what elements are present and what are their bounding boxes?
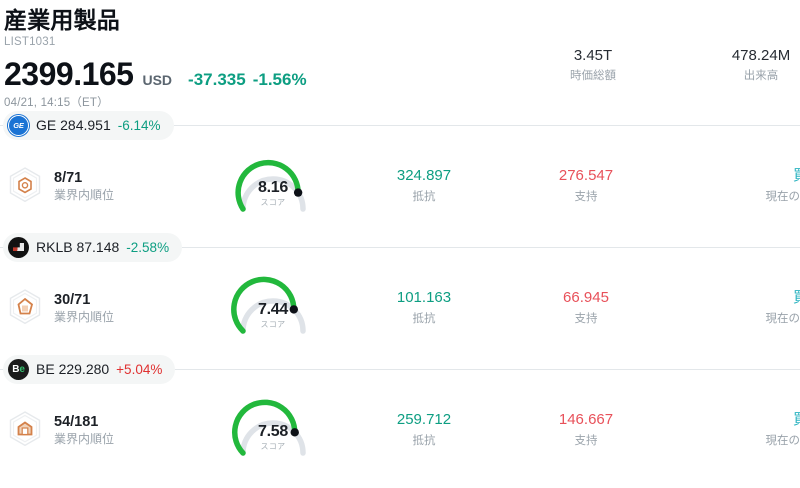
industry-rank-badge-icon	[6, 165, 44, 207]
index-price: 2399.165	[4, 56, 134, 92]
stat-market-cap: 3.45T 時価総額	[554, 46, 632, 85]
industry-rank-text: 30/71 業界内順位	[54, 291, 114, 325]
rating-value[interactable]: 買い	[673, 166, 800, 186]
resistance-value: 259.712	[396, 411, 452, 428]
rating-stat[interactable]: 買い現在の評価	[673, 410, 800, 450]
support-stat: 66.945 支持	[511, 288, 661, 328]
quote-timestamp: 04/21, 14:15（ET）	[4, 97, 109, 109]
rklb-logo-icon	[8, 236, 29, 258]
industry-rank-label: 業界内順位	[54, 188, 115, 203]
section-divider	[0, 247, 800, 248]
support-value: 146.667	[558, 411, 614, 428]
currency-label: USD	[142, 72, 173, 88]
score-value: 7.58	[258, 423, 288, 440]
industry-rank-value: 8/71	[54, 169, 83, 186]
index-change-percent: -1.56%	[252, 70, 307, 89]
rating-label: 現在の評価	[765, 313, 800, 325]
market-cap-value: 3.45T	[573, 47, 613, 64]
industry-rank-value: 54/181	[54, 413, 99, 430]
stock-change-percent: -6.14%	[117, 117, 161, 133]
score-readout: 7.44 スコア	[219, 301, 327, 330]
stock-rows: GE GE 284.951 -6.14% 8/71 業界内順位 8.16 スコア 324.89…	[0, 110, 800, 476]
resistance-label: 抵抗	[412, 191, 436, 203]
stock-section-ge: GE GE 284.951 -6.14% 8/71 業界内順位 8.16 スコア 324.89…	[0, 110, 800, 232]
resistance-stat: 101.163 抵抗	[349, 288, 499, 328]
industry-rank-text: 8/71 業界内順位	[54, 169, 114, 203]
stock-section-rklb: RKLB 87.148 -2.58% 30/71 業界内順位 7.44 スコア 101.16…	[0, 232, 800, 354]
support-value: 276.547	[558, 167, 614, 184]
score-readout: 7.58 スコア	[219, 423, 327, 452]
list-code: LIST1031	[4, 36, 56, 48]
section-divider	[0, 369, 800, 370]
header-stats: 3.45T 時価総額 478.24M 出来高	[554, 46, 800, 85]
support-value: 66.945	[563, 289, 609, 306]
market-cap-label: 時価総額	[570, 70, 616, 82]
stock-symbol-price: RKLB 87.148	[36, 239, 120, 255]
resistance-value: 101.163	[396, 289, 452, 306]
index-change: -37.335 -1.56%	[188, 70, 307, 90]
industry-rank-label: 業界内順位	[54, 310, 115, 325]
stock-pill-rklb[interactable]: RKLB 87.148 -2.58%	[3, 232, 183, 262]
industry-rank[interactable]: 8/71 業界内順位	[0, 165, 215, 207]
stock-metrics-row: 8/71 業界内順位 8.16 スコア 324.897 抵抗 276.547 支持 買い現在の評…	[0, 140, 800, 232]
industry-rank-label: 業界内順位	[54, 432, 115, 447]
stat-volume: 478.24M 出来高	[722, 46, 800, 85]
score-value: 7.44	[258, 301, 288, 318]
industry-rank-text: 54/181 業界内順位	[54, 413, 114, 447]
score-gauge: 7.44 スコア	[219, 275, 327, 341]
stock-pill-ge[interactable]: GE GE 284.951 -6.14%	[3, 110, 174, 140]
stock-symbol-price: GE 284.951	[36, 117, 111, 133]
quote-header: 産業用製品 LIST1031 2399.165 USD -37.335 -1.56…	[0, 0, 800, 110]
rating-stat[interactable]: 買い現在の評価	[673, 166, 800, 206]
stock-section-header[interactable]: GE GE 284.951 -6.14%	[0, 110, 800, 140]
score-label: スコア	[260, 442, 286, 451]
quote-row: 2399.165 USD -37.335 -1.56%	[4, 56, 800, 92]
score-gauge: 7.58 スコア	[219, 397, 327, 463]
support-label: 支持	[574, 435, 598, 447]
stock-metrics-row: 30/71 業界内順位 7.44 スコア 101.163 抵抗 66.945 支持 買い現在の評…	[0, 262, 800, 354]
resistance-label: 抵抗	[412, 313, 436, 325]
support-label: 支持	[574, 191, 598, 203]
rating-value[interactable]: 買い	[673, 410, 800, 430]
industry-rank-value: 30/71	[54, 291, 91, 308]
rating-value[interactable]: 買い	[673, 288, 800, 308]
rating-label: 現在の評価	[765, 191, 800, 203]
score-value: 8.16	[258, 179, 288, 196]
rating-stat[interactable]: 買い現在の評価	[673, 288, 800, 328]
stock-change-percent: -2.58%	[126, 239, 170, 255]
score-readout: 8.16 スコア	[219, 179, 327, 208]
resistance-stat: 259.712 抵抗	[349, 410, 499, 450]
resistance-stat: 324.897 抵抗	[349, 166, 499, 206]
score-gauge: 8.16 スコア	[219, 153, 327, 219]
section-divider	[0, 125, 800, 126]
page-title: 産業用製品	[4, 7, 120, 33]
industry-rank-badge-icon	[6, 409, 44, 451]
stock-metrics-row: 54/181 業界内順位 7.58 スコア 259.712 抵抗 146.667 支持 買い現在…	[0, 384, 800, 476]
stock-change-percent: +5.04%	[116, 361, 163, 377]
volume-value: 478.24M	[731, 47, 791, 64]
resistance-label: 抵抗	[412, 435, 436, 447]
stock-section-header[interactable]: RKLB 87.148 -2.58%	[0, 232, 800, 262]
ge-logo-icon: GE	[8, 114, 29, 136]
support-stat: 146.667 支持	[511, 410, 661, 450]
index-change-absolute: -37.335	[188, 70, 246, 89]
score-label: スコア	[260, 198, 286, 207]
volume-label: 出来高	[743, 70, 779, 82]
stock-symbol-price: BE 229.280	[36, 361, 110, 377]
resistance-value: 324.897	[396, 167, 452, 184]
score-label: スコア	[260, 320, 286, 329]
support-label: 支持	[574, 313, 598, 325]
support-stat: 276.547 支持	[511, 166, 661, 206]
industry-rank-badge-icon	[6, 287, 44, 329]
rating-label: 現在の評価	[765, 435, 800, 447]
industry-rank[interactable]: 30/71 業界内順位	[0, 287, 215, 329]
industry-rank[interactable]: 54/181 業界内順位	[0, 409, 215, 451]
